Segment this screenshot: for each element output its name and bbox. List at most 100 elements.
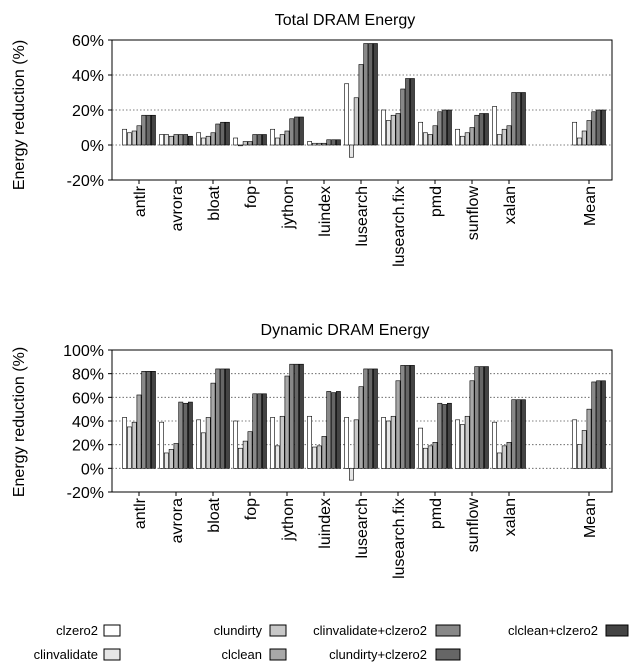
- x-tick-label: avrora: [169, 498, 186, 543]
- bar: [247, 141, 253, 146]
- bar: [252, 393, 258, 469]
- x-tick-label: luindex: [317, 498, 334, 549]
- bar: [238, 447, 243, 469]
- bar: [372, 43, 378, 146]
- x-tick-label: bloat: [206, 497, 223, 532]
- bar: [215, 123, 221, 146]
- bar: [455, 419, 460, 469]
- x-tick-label: lusearch.fix: [391, 186, 408, 267]
- y-axis-label: Energy reduction (%): [11, 40, 28, 190]
- y-tick-label: -20%: [67, 173, 104, 190]
- bar: [294, 363, 299, 469]
- x-tick-label: sunflow: [465, 186, 482, 241]
- bar: [422, 447, 428, 469]
- bar: [210, 382, 216, 469]
- bar: [233, 420, 238, 469]
- bar: [572, 121, 577, 146]
- bar: [164, 452, 169, 469]
- bar: [591, 111, 597, 146]
- bar: [576, 444, 582, 469]
- bar: [459, 424, 465, 469]
- bar: [348, 468, 354, 481]
- bar: [289, 363, 295, 469]
- bar: [496, 452, 502, 469]
- x-tick-label: xalan: [502, 186, 519, 224]
- bar: [127, 132, 132, 146]
- bar: [225, 121, 230, 146]
- bar: [492, 106, 497, 146]
- bar: [358, 386, 364, 469]
- y-tick-label: 100%: [63, 343, 104, 360]
- bar: [151, 114, 156, 146]
- x-tick-label: fop: [243, 498, 260, 520]
- bar: [581, 430, 587, 469]
- bar: [520, 399, 526, 469]
- legend-label: clclean+clzero2: [508, 623, 598, 638]
- bar: [437, 111, 443, 146]
- bar: [188, 135, 193, 146]
- bar: [298, 116, 304, 146]
- bar: [511, 92, 517, 146]
- bar: [331, 139, 336, 146]
- bar: [437, 402, 443, 469]
- bar: [136, 125, 142, 146]
- bar: [321, 142, 327, 146]
- bar: [131, 421, 137, 469]
- bar: [146, 370, 151, 469]
- bar: [122, 128, 127, 146]
- bar: [418, 121, 423, 146]
- bar: [201, 137, 206, 146]
- bar: [353, 97, 359, 146]
- legend-swatch: [435, 648, 461, 661]
- bar: [321, 436, 327, 469]
- legend-swatch: [103, 624, 121, 637]
- y-tick-label: 40%: [72, 414, 104, 431]
- bar: [385, 120, 391, 146]
- chart-title: Total DRAM Energy: [275, 12, 416, 29]
- bar: [316, 142, 322, 146]
- bar: [307, 415, 312, 469]
- bar: [178, 401, 184, 469]
- bar: [600, 380, 606, 469]
- bar: [586, 408, 592, 469]
- bar: [201, 432, 206, 469]
- bar: [159, 134, 164, 146]
- bar: [284, 130, 290, 146]
- bar: [516, 92, 521, 146]
- bar: [576, 137, 582, 146]
- bar: [400, 365, 406, 469]
- bar: [442, 404, 447, 469]
- bar: [422, 132, 428, 146]
- legend-swatch: [435, 624, 461, 637]
- x-tick-label: lusearch.fix: [391, 498, 408, 579]
- bar: [335, 391, 341, 469]
- bar: [405, 78, 410, 146]
- x-tick-label: antlr: [132, 497, 149, 529]
- x-tick-labels: antlr avrora bloat fop jython luindex lusearch…: [132, 492, 599, 579]
- y-tick-label: 80%: [72, 367, 104, 384]
- y-tick-label: -20%: [67, 485, 104, 502]
- bar: [479, 113, 484, 146]
- bar: [168, 135, 174, 146]
- x-tick-label: luindex: [317, 186, 334, 237]
- bar: [173, 134, 179, 146]
- bar: [270, 128, 275, 146]
- bar: [183, 402, 188, 469]
- x-tick-label: bloat: [206, 185, 223, 220]
- bar: [151, 370, 156, 469]
- bar: [335, 139, 341, 146]
- x-tick-label: jython: [280, 498, 297, 542]
- legend-swatch: [269, 648, 287, 661]
- bar: [432, 441, 438, 469]
- x-tick-labels: antlr avrora bloat fop jython luindex lusearch…: [132, 180, 599, 267]
- bar: [469, 127, 475, 146]
- bar: [446, 109, 452, 146]
- chart-title: Dynamic DRAM Energy: [261, 322, 430, 339]
- bar: [316, 445, 322, 469]
- bar: [261, 134, 267, 146]
- bar: [596, 380, 601, 469]
- bar: [506, 441, 512, 469]
- bar: [311, 446, 317, 469]
- x-tick-label: pmd: [428, 498, 445, 529]
